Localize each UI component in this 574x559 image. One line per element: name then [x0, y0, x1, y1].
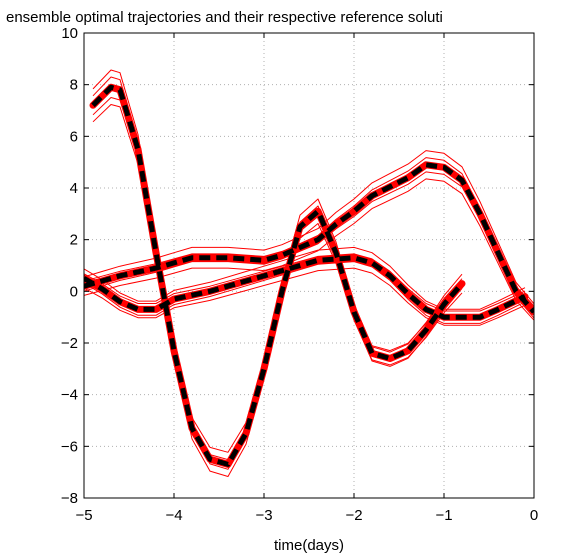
- reference-solution: [84, 255, 527, 320]
- ensemble-trajectory: [92, 104, 463, 467]
- ensemble-trajectory: [84, 150, 534, 305]
- y-tick-label: 8: [70, 77, 78, 94]
- x-tick-label: −2: [345, 507, 362, 524]
- ensemble-trajectory: [84, 246, 526, 310]
- x-tick-label: −5: [75, 507, 92, 524]
- y-tick-label: 0: [70, 283, 78, 300]
- y-tick-label: −6: [61, 438, 78, 455]
- y-tick-label: −8: [61, 490, 78, 507]
- x-tick-label: 0: [530, 507, 538, 524]
- ensemble-trajectory: [84, 157, 534, 312]
- ensemble-trajectory: [84, 267, 526, 326]
- grid: [84, 33, 534, 498]
- ensemble-trajectory: [92, 69, 463, 463]
- reference-solution: [91, 84, 464, 467]
- y-tick-label: 6: [70, 128, 78, 145]
- ensemble-trajectory: [84, 178, 534, 321]
- x-tick-label: −1: [435, 507, 452, 524]
- reference-solution: [84, 162, 534, 314]
- y-tick-label: 4: [70, 180, 78, 197]
- plot-frame: [83, 32, 535, 499]
- series-group: [84, 69, 534, 477]
- y-tick-label: 10: [61, 25, 78, 42]
- y-tick-label: −4: [61, 387, 78, 404]
- chart-title: ensemble optimal trajectories and their …: [6, 9, 443, 26]
- ensemble-trajectory: [92, 83, 463, 477]
- ensemble-trajectory: [84, 171, 534, 314]
- y-tick-label: 2: [70, 232, 78, 249]
- x-axis-label: time(days): [274, 537, 344, 554]
- ensemble-trajectory: [84, 253, 526, 312]
- ensemble-trajectory: [84, 164, 534, 307]
- y-tick-label: −2: [61, 335, 78, 352]
- ensemble-trajectory: [84, 261, 526, 324]
- tick-group: −5 −4 −3 −2 −1 0 −8 −6 −4 −2 0 2 4 6 8 10: [61, 25, 538, 524]
- x-tick-label: −3: [255, 507, 272, 524]
- x-tick-label: −4: [165, 507, 182, 524]
- ensemble-trajectory: [92, 97, 463, 461]
